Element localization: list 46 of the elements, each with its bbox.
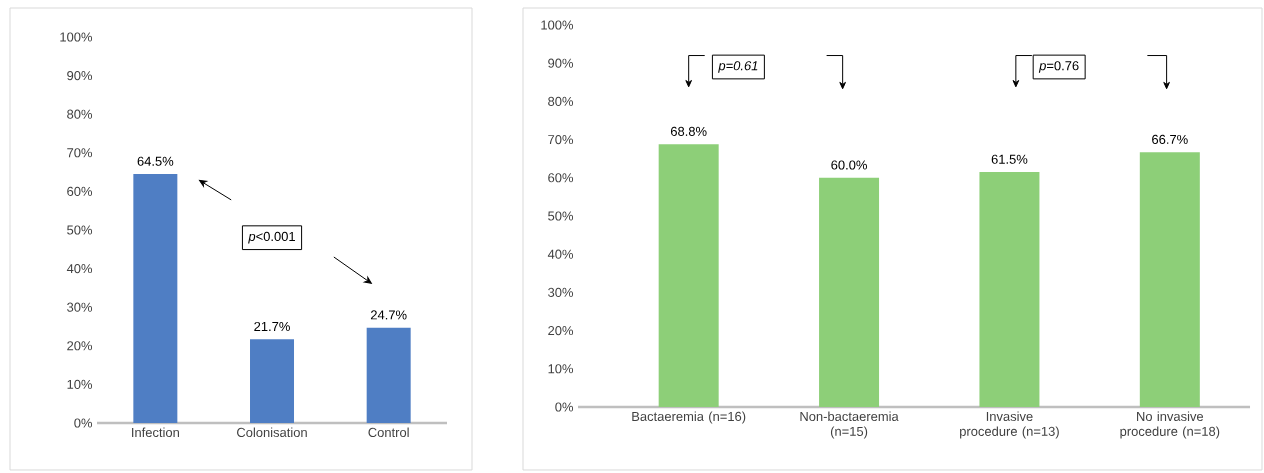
y-tick-label: 80% (548, 96, 574, 106)
data-label: 60.0% (831, 160, 867, 170)
data-label: 24.7% (370, 310, 407, 320)
y-tick-label: 20% (67, 341, 93, 351)
y-tick-label: 20% (548, 326, 574, 336)
x-tick-label: Infection (132, 427, 179, 438)
y-tick-label: 10% (67, 379, 93, 389)
x-tick-label: No invasive procedure (n=18) (1120, 411, 1220, 439)
y-tick-label: 10% (548, 364, 574, 374)
y-tick-label: 60% (67, 186, 93, 196)
y-tick-label: 100% (60, 32, 93, 42)
annotation: p<0.001 (248, 231, 295, 244)
annotation: p=0.61 (718, 61, 758, 73)
y-tick-label: 0% (555, 402, 574, 412)
data-label: 68.8% (670, 126, 707, 136)
x-tick-label: Control (368, 427, 409, 438)
bar (1139, 152, 1200, 407)
y-tick-label: 70% (67, 148, 93, 158)
y-tick-label: 50% (67, 225, 93, 235)
data-label: 21.7% (254, 321, 290, 332)
y-tick-label: 80% (67, 109, 93, 119)
bar (819, 177, 880, 407)
x-tick-label: Bactaeremia (n=16) (632, 411, 746, 424)
x-tick-label: Invasive procedure (n=13) (960, 411, 1059, 439)
y-tick-label: 40% (66, 264, 93, 274)
y-tick-label: 0% (74, 418, 93, 428)
data-label: 61.5% (991, 154, 1028, 164)
x-tick-label: Non-bactaeremia (n=15) (800, 411, 899, 439)
y-tick-label: 30% (67, 302, 93, 312)
annotation: p=0.76 (1038, 61, 1079, 73)
y-tick-label: 100% (541, 20, 574, 30)
y-tick-label: 50% (548, 211, 574, 221)
bar (250, 339, 295, 423)
y-tick-label: 90% (548, 58, 574, 68)
bar (658, 144, 719, 407)
y-tick-label: 60% (548, 173, 574, 183)
bar (366, 327, 411, 423)
y-tick-label: 30% (548, 287, 574, 297)
y-tick-label: 90% (67, 71, 93, 81)
y-tick-label: 70% (548, 135, 574, 145)
data-label: 66.7% (1152, 134, 1188, 144)
x-tick-label: Colonisation (237, 427, 307, 438)
bar (133, 174, 178, 423)
y-tick-label: 40% (547, 249, 574, 259)
bar (979, 172, 1040, 407)
data-label: 64.5% (137, 156, 174, 166)
